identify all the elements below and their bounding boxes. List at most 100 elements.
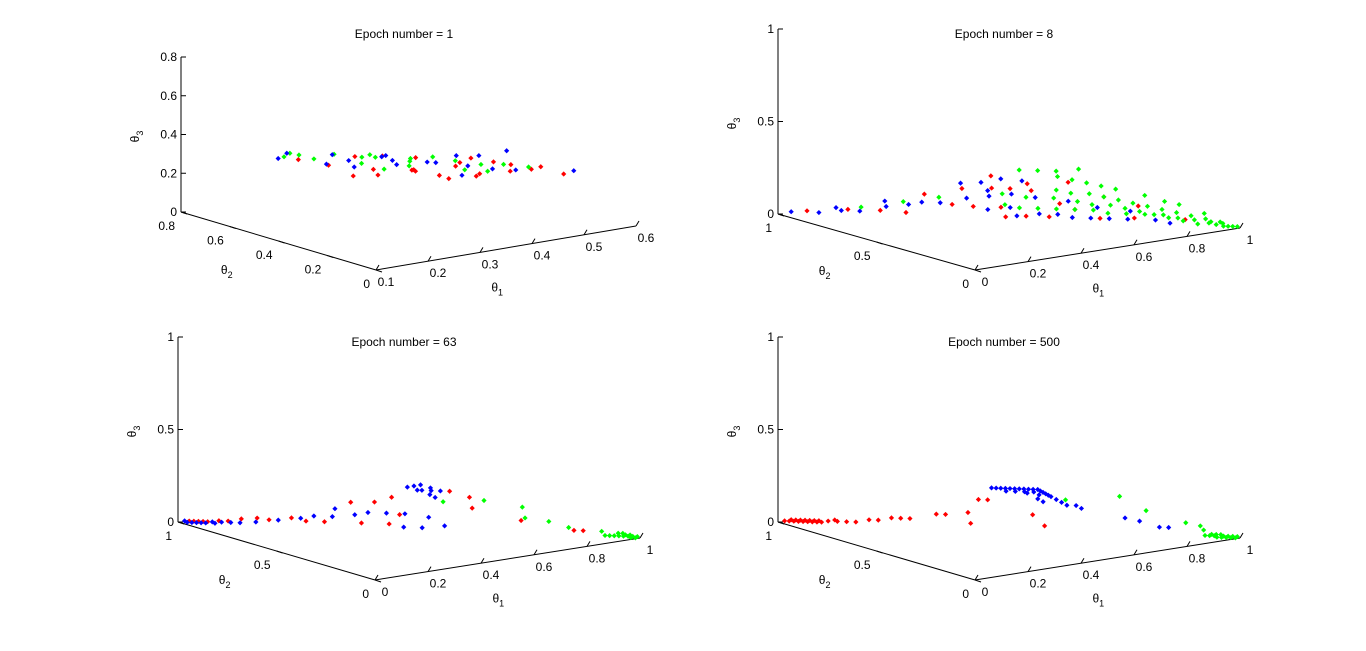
y-tick — [974, 269, 982, 273]
x-tick-label: 0.4 — [534, 249, 551, 263]
data-point — [1036, 211, 1042, 217]
data-point — [1105, 210, 1111, 216]
x-tick — [1027, 566, 1032, 572]
data-point — [1014, 213, 1020, 219]
data-point — [402, 511, 408, 517]
data-point — [1225, 533, 1231, 539]
x-tick — [1239, 532, 1244, 539]
data-point — [1035, 167, 1041, 174]
data-point — [446, 176, 452, 182]
y-tick — [278, 240, 285, 244]
data-point — [275, 517, 281, 523]
data-point — [1003, 488, 1009, 494]
data-point — [209, 519, 215, 525]
z-tick-label: 0.5 — [157, 423, 174, 437]
x-tick-label: 1 — [1247, 233, 1254, 247]
data-point — [288, 515, 295, 521]
data-point — [389, 494, 395, 500]
data-point — [1065, 179, 1071, 185]
y-tick-label: 0.5 — [854, 249, 871, 263]
y-tick-label: 1 — [165, 529, 172, 543]
data-point — [1035, 486, 1041, 493]
y-tick-label: 0 — [362, 587, 369, 601]
data-point — [1035, 496, 1041, 502]
data-point — [1098, 183, 1104, 189]
data-point — [998, 204, 1004, 210]
data-point — [1016, 205, 1023, 211]
data-point — [419, 487, 425, 493]
z-axis-label: θ3 — [725, 426, 742, 438]
x-tick — [974, 264, 979, 271]
data-point — [1188, 213, 1194, 219]
x-tick-label: 0.6 — [536, 560, 553, 574]
x-tick — [374, 574, 379, 581]
data-point — [802, 517, 808, 523]
data-point — [988, 173, 994, 179]
data-point — [1151, 212, 1157, 218]
data-point — [1074, 198, 1081, 205]
data-point — [379, 154, 385, 160]
data-point — [485, 168, 491, 174]
x-tick — [1239, 222, 1244, 229]
data-point — [1101, 194, 1107, 200]
data-point — [611, 533, 617, 539]
data-point — [350, 173, 356, 179]
data-point — [1152, 217, 1159, 223]
data-point — [1191, 217, 1198, 223]
series-red — [186, 488, 586, 534]
data-point — [538, 164, 544, 170]
data-point — [184, 519, 190, 525]
y-axis-label: θ2 — [819, 264, 831, 281]
data-point — [381, 166, 387, 172]
data-point — [788, 209, 794, 215]
data-point — [1201, 210, 1207, 217]
data-point — [1201, 527, 1207, 533]
data-point — [1053, 206, 1060, 212]
data-point — [965, 509, 971, 516]
data-point — [295, 157, 301, 163]
y-tick-label: 0 — [962, 587, 969, 601]
data-point — [1176, 201, 1182, 208]
data-point — [452, 158, 458, 164]
y-tick-label: 0 — [962, 277, 969, 291]
data-point — [453, 153, 459, 159]
data-point — [469, 505, 475, 511]
data-point — [442, 523, 448, 529]
data-point — [346, 157, 352, 164]
data-point — [462, 167, 468, 173]
data-point — [793, 517, 799, 523]
data-point — [632, 535, 638, 541]
data-point — [1106, 216, 1112, 222]
data-point — [853, 519, 859, 525]
data-point — [367, 152, 373, 158]
data-point — [1028, 188, 1034, 194]
data-point — [627, 532, 633, 538]
data-point — [933, 511, 939, 517]
data-point — [473, 173, 479, 179]
data-point — [845, 206, 851, 212]
data-point — [998, 176, 1004, 182]
data-point — [1023, 213, 1029, 219]
data-point — [397, 512, 403, 518]
data-point — [986, 193, 992, 199]
data-point — [212, 520, 218, 526]
x-tick-label: 0.4 — [483, 568, 500, 582]
y-tick — [229, 226, 236, 229]
data-point — [797, 517, 804, 523]
data-point — [1024, 181, 1030, 187]
z-tick-label: 0.2 — [160, 166, 177, 180]
data-point — [791, 518, 797, 524]
data-point — [1094, 204, 1100, 211]
data-point — [988, 485, 995, 491]
data-point — [1040, 489, 1046, 495]
data-point — [407, 155, 414, 162]
data-point — [985, 188, 991, 194]
data-point — [375, 172, 381, 178]
data-point — [1016, 486, 1022, 492]
data-point — [985, 497, 991, 503]
data-point — [284, 150, 290, 156]
x-tick-label: 0.4 — [1083, 568, 1100, 582]
data-point — [281, 154, 287, 160]
data-point — [571, 527, 577, 533]
data-point — [1055, 211, 1061, 217]
